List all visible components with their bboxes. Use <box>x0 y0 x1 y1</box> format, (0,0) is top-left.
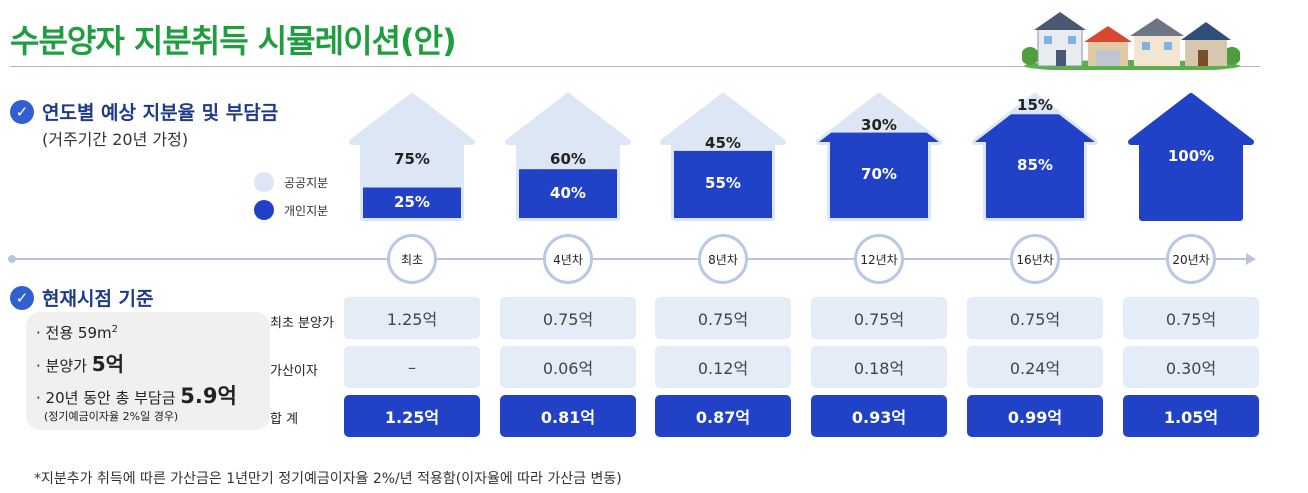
check-circle-icon: ✓ <box>10 99 34 124</box>
private-share-label: 85% <box>1017 156 1053 174</box>
section-current-title: 현재시점 기준 <box>42 288 154 310</box>
legend-public-swatch <box>254 172 274 192</box>
info-total: · 20년 동안 총 부담금 5.9억 <box>36 384 237 408</box>
cost-cell-interest: – <box>344 346 480 388</box>
cost-cell-initial: 0.75억 <box>811 297 947 339</box>
timeline-year: 8년차 <box>698 234 748 284</box>
private-share-label: 55% <box>705 174 741 192</box>
private-share-label: 40% <box>550 184 586 202</box>
section-share-subtitle: (거주기간 20년 가정) <box>42 130 189 149</box>
page-title: 수분양자 지분취득 시뮬레이션(안) <box>10 22 457 60</box>
row-label-interest: 가산이자 <box>270 364 318 379</box>
timeline-year: 16년차 <box>1010 234 1060 284</box>
cost-cell-total: 0.93억 <box>811 395 947 437</box>
private-share-label: 100% <box>1167 147 1215 165</box>
cost-cell-total: 0.81억 <box>500 395 636 437</box>
cost-cell-total: 1.05억 <box>1123 395 1259 437</box>
cost-cell-total: 0.87억 <box>655 395 791 437</box>
private-share-bar <box>663 150 783 218</box>
cost-cell-initial: 1.25억 <box>344 297 480 339</box>
public-share-label: 30% <box>861 116 897 134</box>
cost-cell-interest: 0.30억 <box>1123 346 1259 388</box>
cost-cell-total: 0.99억 <box>967 395 1103 437</box>
share-house: 45% 55% <box>655 92 791 222</box>
timeline-year: 최초 <box>387 234 437 284</box>
legend-public: 공공지분 <box>254 172 328 192</box>
cost-cell-initial: 0.75억 <box>500 297 636 339</box>
legend-private-swatch <box>254 200 274 220</box>
section-share-title: 연도별 예상 지분율 및 부담금 <box>42 102 279 124</box>
footnote: *지분추가 취득에 따른 가산금은 1년만기 정기예금이자율 2%/년 적용함(… <box>34 471 622 487</box>
public-share-label: 60% <box>550 150 586 168</box>
title-divider <box>10 66 1260 67</box>
section-current-header: ✓ 현재시점 기준 <box>10 284 154 311</box>
cost-cell-initial: 0.75억 <box>655 297 791 339</box>
section-share-header: ✓ 연도별 예상 지분율 및 부담금 <box>10 98 278 125</box>
cost-cell-interest: 0.06억 <box>500 346 636 388</box>
legend-private-label: 개인지분 <box>284 203 329 218</box>
private-share-bar <box>819 132 939 218</box>
public-share-label: 75% <box>394 150 430 168</box>
timeline-line <box>10 258 1250 260</box>
share-house: 30% 70% <box>811 92 947 222</box>
share-house: 100% <box>1123 92 1259 222</box>
private-share-bar <box>975 114 1095 218</box>
row-label-total: 합 계 <box>270 412 299 427</box>
info-note: (정기예금이자율 2%일 경우) <box>44 410 179 423</box>
legend-public-label: 공공지분 <box>284 175 329 190</box>
houses-illustration <box>1022 12 1240 70</box>
share-house: 75% 25% <box>344 92 480 222</box>
private-share-bar <box>508 169 628 218</box>
cost-cell-initial: 0.75억 <box>967 297 1103 339</box>
check-circle-icon: ✓ <box>10 285 34 310</box>
cost-cell-total: 1.25억 <box>344 395 480 437</box>
cost-cell-interest: 0.18억 <box>811 346 947 388</box>
share-house: 15% 85% <box>967 92 1103 222</box>
public-share-label: 15% <box>1017 96 1053 114</box>
private-share-label: 70% <box>861 165 897 183</box>
current-info-box: · 전용 59m2 · 분양가 5억 · 20년 동안 총 부담금 5.9억 (… <box>26 312 270 430</box>
legend-private: 개인지분 <box>254 200 328 220</box>
cost-cell-initial: 0.75억 <box>1123 297 1259 339</box>
cost-cell-interest: 0.24억 <box>967 346 1103 388</box>
private-share-bar <box>352 187 472 218</box>
info-price: · 분양가 5억 <box>36 352 125 376</box>
timeline-start-dot <box>8 255 16 263</box>
info-area: · 전용 59m2 <box>36 324 118 342</box>
timeline-year: 12년차 <box>854 234 904 284</box>
cost-cell-interest: 0.12억 <box>655 346 791 388</box>
timeline-year: 20년차 <box>1166 234 1216 284</box>
timeline-year: 4년차 <box>543 234 593 284</box>
private-share-label: 25% <box>394 193 430 211</box>
row-label-initial: 최초 분양가 <box>270 316 334 331</box>
share-house: 60% 40% <box>500 92 636 222</box>
public-share-label: 45% <box>705 134 741 152</box>
timeline-arrow-icon <box>1246 253 1256 265</box>
